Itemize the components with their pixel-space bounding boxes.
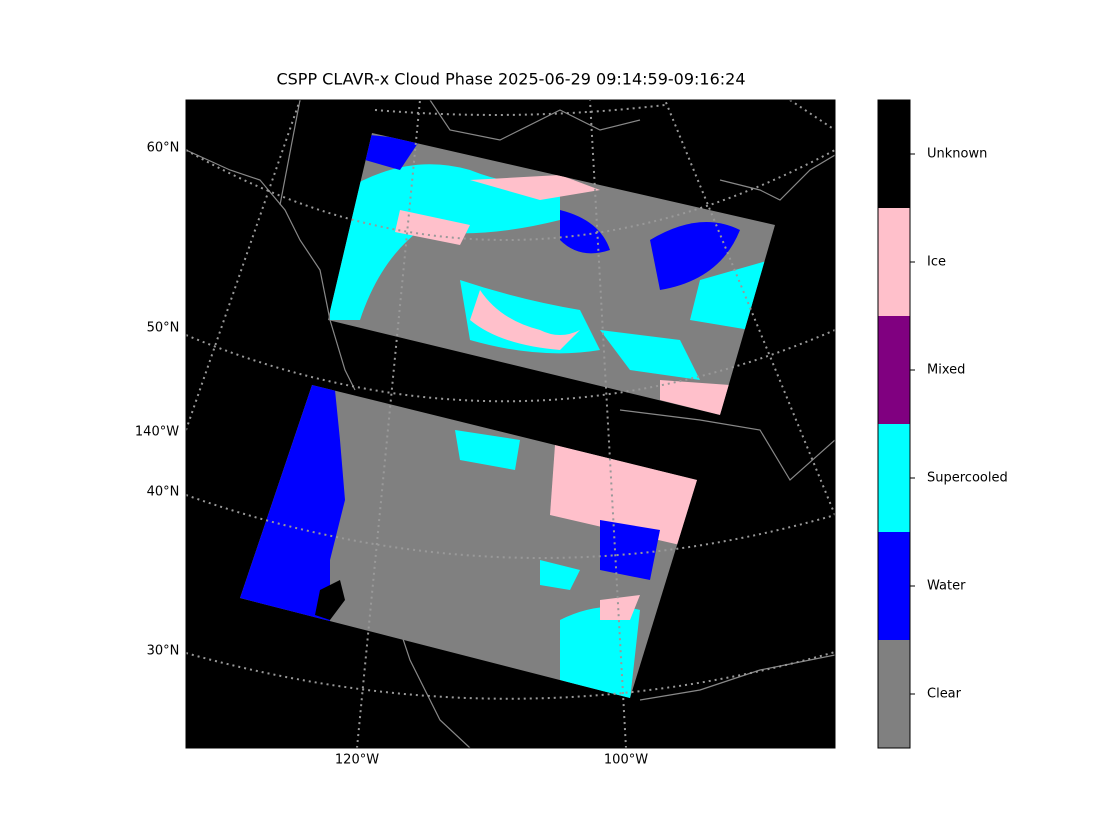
- lon-label: 140°W: [135, 425, 179, 440]
- lat-label: 60°N: [147, 141, 180, 156]
- colorbar-label: Ice: [927, 255, 946, 270]
- colorbar-label: Unknown: [927, 147, 987, 162]
- colorbar: Unknown Ice Mixed Supercooled Water Clear: [877, 99, 1008, 749]
- colorbar-segment: [878, 208, 910, 316]
- colorbar-segment: [878, 100, 910, 208]
- map-title: CSPP CLAVR-x Cloud Phase 2025-06-29 09:1…: [276, 70, 745, 89]
- lat-label: 30°N: [147, 644, 180, 659]
- lat-label: 40°N: [147, 485, 180, 500]
- colorbar-label: Mixed: [927, 363, 965, 378]
- swath-north: [328, 133, 775, 415]
- graticule: [186, 100, 835, 748]
- lat-label: 50°N: [147, 321, 180, 336]
- lon-label: 100°W: [604, 753, 648, 768]
- colorbar-label: Clear: [927, 687, 962, 702]
- colorbar-segment: [878, 640, 910, 748]
- colorbar-frame: [877, 99, 911, 749]
- colorbar-label: Supercooled: [927, 471, 1008, 486]
- colorbar-segment: [878, 532, 910, 640]
- map-frame: [185, 99, 836, 749]
- colorbar-label: Water: [927, 579, 966, 594]
- map: [186, 100, 835, 748]
- colorbar-segment: [878, 316, 910, 424]
- lon-label: 120°W: [335, 753, 379, 768]
- colorbar-segment: [878, 424, 910, 532]
